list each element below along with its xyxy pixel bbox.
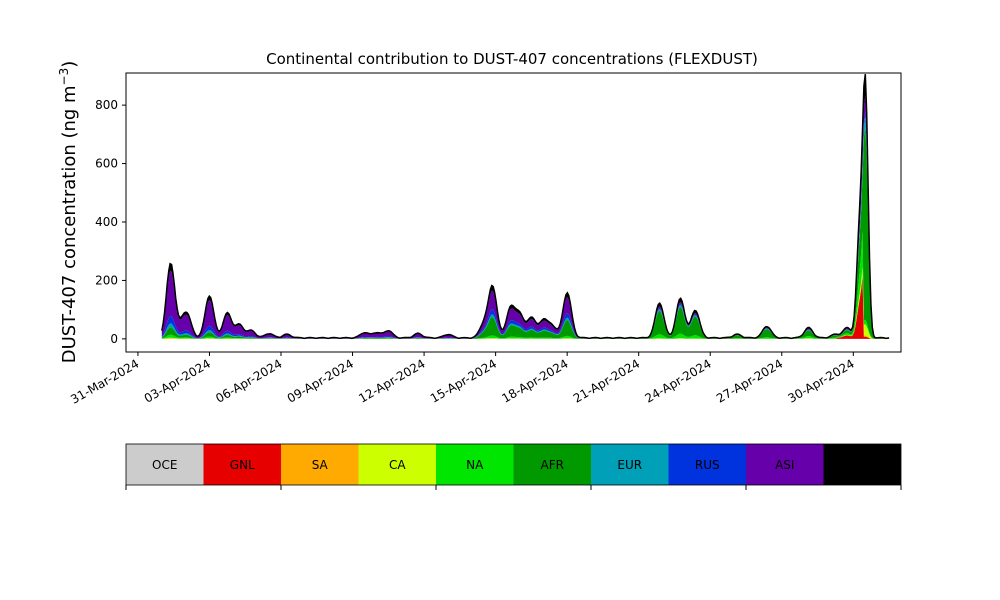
- legend-swatch-na: [436, 444, 514, 485]
- x-axis: 31-Mar-2024 03-Apr-2024 06-Apr-2024 09-Apr-…: [68, 352, 857, 407]
- legend-swatch-sa: [281, 444, 359, 485]
- legend-label-afr: AFR: [541, 458, 564, 472]
- x-tick-label: 30-Apr-2024: [786, 356, 857, 405]
- y-tick-label: 200: [95, 273, 118, 287]
- legend-swatch-oce: [126, 444, 204, 485]
- total-outline: [161, 74, 890, 340]
- x-tick-label: 03-Apr-2024: [142, 356, 213, 405]
- legend-swatch-eur: [591, 444, 669, 485]
- area-afr: [161, 127, 890, 339]
- legend-swatch-ca: [358, 444, 436, 485]
- x-tick-label: 21-Apr-2024: [571, 356, 642, 405]
- y-axis: 0 200 400 600 800: [95, 98, 126, 346]
- y-tick-label: 800: [95, 98, 118, 112]
- x-tick-label: 24-Apr-2024: [642, 356, 713, 405]
- legend-swatch-rus: [668, 444, 746, 485]
- area-rus: [161, 111, 890, 339]
- legend-label-rus: RUS: [695, 458, 720, 472]
- legend-frame: [125, 443, 902, 486]
- y-axis-label: DUST-407 concentration (ng m−3): [57, 61, 80, 364]
- stacked-areas: [161, 74, 890, 340]
- legend-label-asi: ASI: [775, 458, 794, 472]
- x-tick-label: 06-Apr-2024: [213, 356, 284, 405]
- y-tick-label: 0: [110, 332, 118, 346]
- area-eur: [161, 115, 890, 339]
- chart-title: Continental contribution to DUST-407 con…: [266, 50, 758, 68]
- area-asi: [161, 95, 890, 339]
- legend-label-sa: SA: [312, 458, 329, 472]
- y-tick-label: 400: [95, 215, 118, 229]
- colorbar-legend: OCE GNL SA CA NA AFR EUR RUS ASI AUS: [125, 443, 902, 490]
- x-tick-label: 09-Apr-2024: [285, 356, 356, 405]
- plot-frame: [125, 72, 902, 353]
- legend-label-gnl: GNL: [230, 458, 255, 472]
- y-axis-label-close: ): [59, 61, 80, 68]
- legend-label-aus: AUS: [850, 458, 875, 472]
- legend-swatch-gnl: [203, 444, 281, 485]
- area-aus: [161, 74, 890, 339]
- x-tick-label: 27-Apr-2024: [714, 356, 785, 405]
- legend-swatch-asi: [746, 444, 824, 485]
- y-axis-label-exp: −3: [57, 68, 71, 86]
- legend-label-ca: CA: [389, 458, 406, 472]
- x-tick-label: 12-Apr-2024: [356, 356, 427, 405]
- y-axis-label-main: DUST-407 concentration (ng m: [59, 85, 80, 363]
- x-tick-label: 18-Apr-2024: [499, 356, 570, 405]
- legend-label-oce: OCE: [152, 458, 177, 472]
- x-tick-label: 15-Apr-2024: [428, 356, 499, 405]
- legend-label-eur: EUR: [617, 458, 642, 472]
- legend-swatch-aus: [823, 444, 901, 485]
- legend-label-na: NA: [466, 458, 484, 472]
- y-tick-label: 600: [95, 157, 118, 171]
- legend-swatch-afr: [513, 444, 591, 485]
